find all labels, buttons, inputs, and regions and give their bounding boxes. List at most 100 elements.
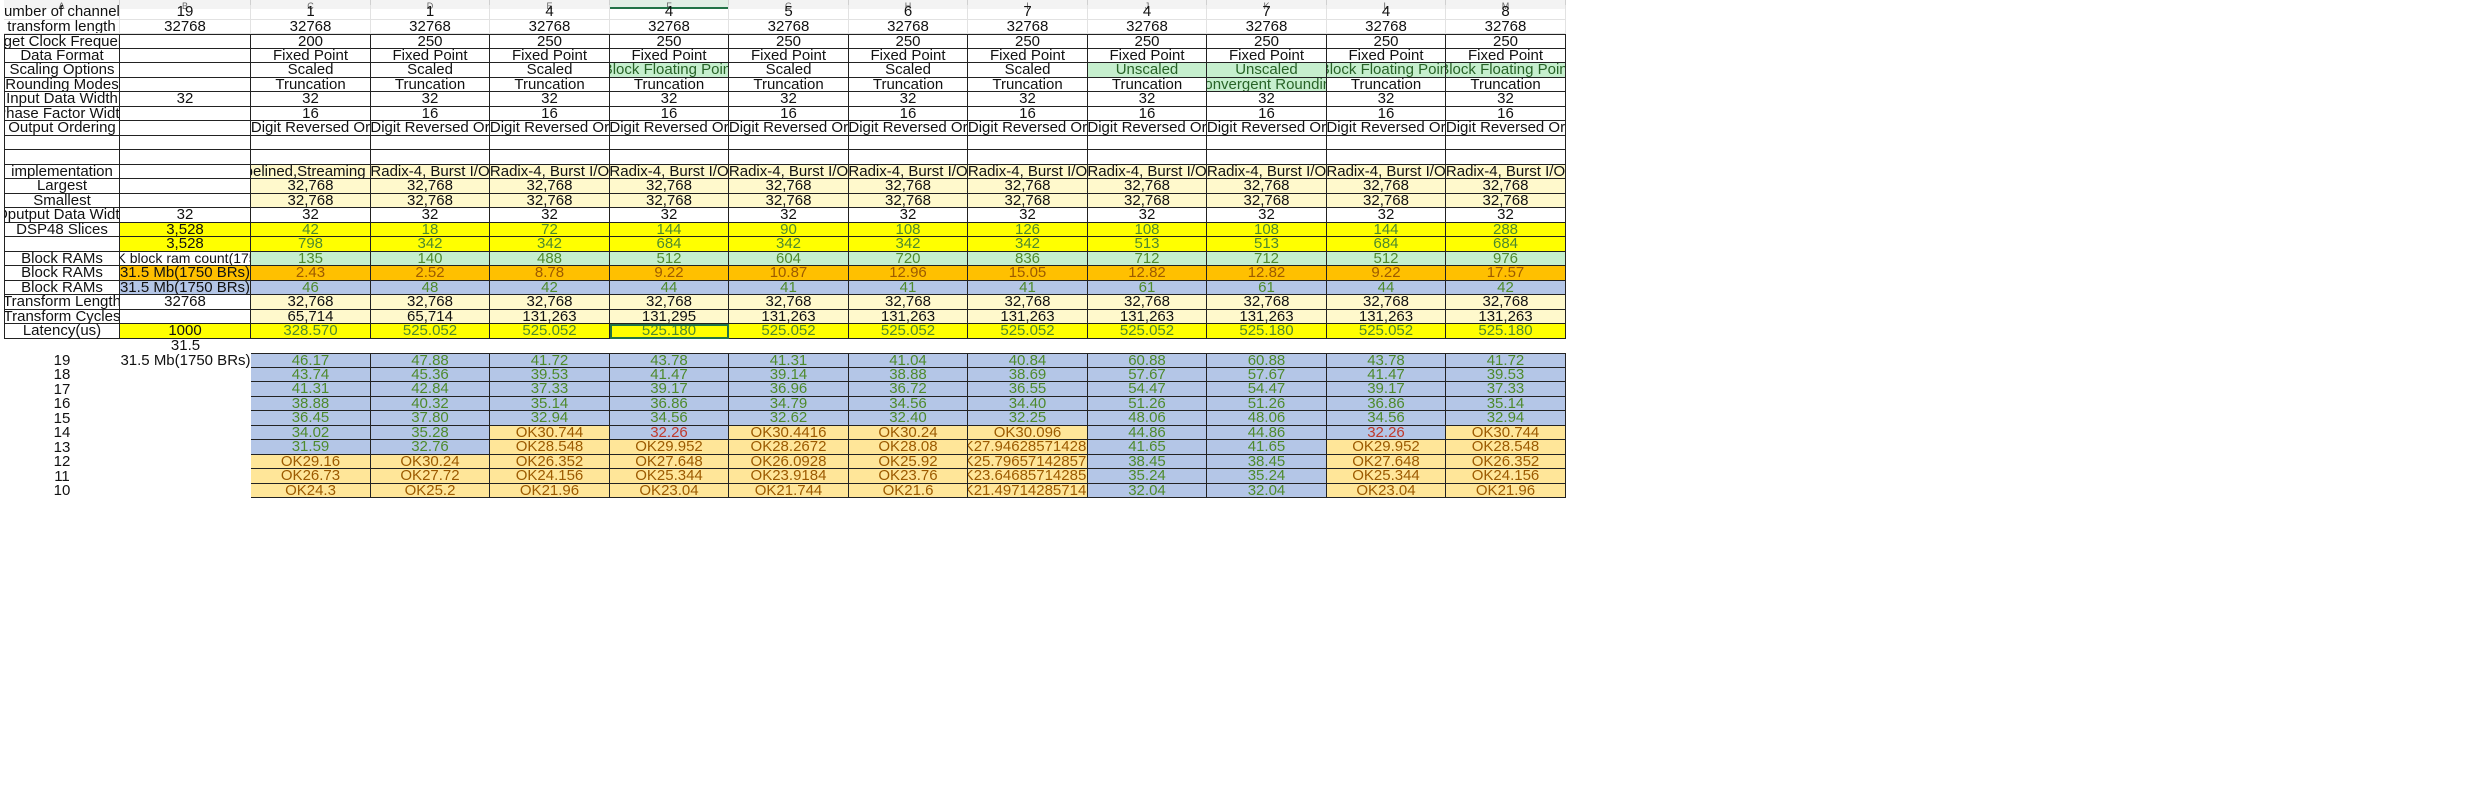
data-cell[interactable]: 32,768 xyxy=(1207,179,1327,194)
data-cell[interactable] xyxy=(729,150,849,165)
data-cell[interactable]: 37.33 xyxy=(490,382,610,397)
b-column-cell[interactable] xyxy=(120,34,251,49)
column-header-k[interactable]: K xyxy=(1207,0,1327,9)
data-cell[interactable]: OK25.92 xyxy=(849,454,968,469)
data-cell[interactable]: 36.96 xyxy=(729,382,849,397)
column-header-m[interactable]: M xyxy=(1446,0,1566,9)
data-cell[interactable]: 42 xyxy=(1446,280,1566,295)
data-cell[interactable]: 36.72 xyxy=(849,382,968,397)
data-cell[interactable]: Scaled xyxy=(968,63,1088,78)
data-cell[interactable]: Unscaled xyxy=(1207,63,1327,78)
data-cell[interactable]: 36.55 xyxy=(968,382,1088,397)
data-cell[interactable]: 250 xyxy=(1327,34,1446,49)
data-cell[interactable]: 32.26 xyxy=(610,425,729,440)
data-cell[interactable] xyxy=(968,135,1088,150)
data-cell[interactable]: Truncation xyxy=(490,77,610,92)
data-cell[interactable]: Bit/Digit Reversed Order xyxy=(849,121,968,136)
data-cell[interactable]: 342 xyxy=(490,237,610,252)
data-cell[interactable]: 41 xyxy=(849,280,968,295)
data-cell[interactable]: 36.86 xyxy=(610,396,729,411)
b-column-cell[interactable]: 3,528 xyxy=(120,222,251,237)
b-column-cell[interactable] xyxy=(120,179,251,194)
b-column-cell[interactable]: 31.5 Mb(1750 BRs) xyxy=(120,280,251,295)
b-column-cell[interactable] xyxy=(120,164,251,179)
data-cell[interactable] xyxy=(251,339,371,354)
data-cell[interactable]: 41.04 xyxy=(849,353,968,368)
data-cell[interactable]: 131,263 xyxy=(1088,309,1207,324)
data-cell[interactable]: 32,768 xyxy=(610,295,729,310)
data-cell[interactable]: 525.052 xyxy=(968,324,1088,339)
b-column-cell[interactable] xyxy=(120,484,251,499)
data-cell[interactable]: 41 xyxy=(729,280,849,295)
data-cell[interactable] xyxy=(1088,150,1207,165)
data-cell[interactable]: 32,768 xyxy=(849,295,968,310)
data-cell[interactable]: 39.17 xyxy=(1327,382,1446,397)
b-column-cell[interactable]: 31.5 Mb(1750 BRs) xyxy=(120,266,251,281)
data-cell[interactable]: 1 xyxy=(371,5,490,20)
data-cell[interactable]: 16 xyxy=(1207,106,1327,121)
data-cell[interactable]: 44.86 xyxy=(1088,425,1207,440)
data-cell[interactable]: 32768 xyxy=(1088,19,1207,34)
data-cell[interactable]: 250 xyxy=(1207,34,1327,49)
data-cell[interactable]: 42.84 xyxy=(371,382,490,397)
column-header-f[interactable]: F xyxy=(610,0,729,9)
data-cell[interactable]: 16 xyxy=(251,106,371,121)
column-header-b[interactable]: B xyxy=(120,0,251,9)
data-cell[interactable]: 48 xyxy=(371,280,490,295)
data-cell[interactable]: 41.47 xyxy=(1327,367,1446,382)
data-cell[interactable]: 7 xyxy=(1207,5,1327,20)
data-cell[interactable]: 108 xyxy=(1207,222,1327,237)
data-cell[interactable]: 32,768 xyxy=(849,193,968,208)
data-cell[interactable]: 35.14 xyxy=(1446,396,1566,411)
data-cell[interactable]: 250 xyxy=(610,34,729,49)
b-column-cell[interactable]: 19 xyxy=(120,5,251,20)
row-label-cell[interactable]: 13 xyxy=(53,440,71,455)
data-cell[interactable]: 57.67 xyxy=(1207,367,1327,382)
data-cell[interactable]: 54.47 xyxy=(1088,382,1207,397)
b-column-cell[interactable] xyxy=(120,63,251,78)
b-column-cell[interactable] xyxy=(120,426,251,441)
data-cell[interactable]: 512 xyxy=(610,251,729,266)
data-cell[interactable]: 60.88 xyxy=(1207,353,1327,368)
data-cell[interactable]: 250 xyxy=(1088,34,1207,49)
data-cell[interactable]: OK30.4416 xyxy=(729,425,849,440)
data-cell[interactable]: 44 xyxy=(610,280,729,295)
data-cell[interactable]: OK21.96 xyxy=(1446,483,1566,498)
data-cell[interactable]: 32768 xyxy=(849,19,968,34)
data-cell[interactable]: Scaled xyxy=(849,63,968,78)
data-cell[interactable]: 35.14 xyxy=(490,396,610,411)
data-cell[interactable]: 36.86 xyxy=(1327,396,1446,411)
data-cell[interactable]: 43.78 xyxy=(1327,353,1446,368)
data-cell[interactable]: Radix-4, Burst I/O xyxy=(490,164,610,179)
data-cell[interactable]: 131,295 xyxy=(610,309,729,324)
data-cell[interactable]: 32,768 xyxy=(968,193,1088,208)
data-cell[interactable]: 32768 xyxy=(1327,19,1446,34)
data-cell[interactable]: Fixed Point xyxy=(371,48,490,63)
data-cell[interactable]: 32,768 xyxy=(490,179,610,194)
data-cell[interactable]: 48.06 xyxy=(1088,411,1207,426)
data-cell[interactable]: 32 xyxy=(729,92,849,107)
data-cell[interactable]: OK24.3 xyxy=(251,483,371,498)
row-label-cell[interactable]: Oputput Data Width xyxy=(4,208,120,223)
b-column-cell[interactable]: 31.5 Mb(1750 BRs) xyxy=(120,353,251,368)
data-cell[interactable]: 16 xyxy=(610,106,729,121)
data-cell[interactable]: OK26.73 xyxy=(251,469,371,484)
data-cell[interactable]: 684 xyxy=(610,237,729,252)
data-cell[interactable] xyxy=(1088,135,1207,150)
data-cell[interactable] xyxy=(849,135,968,150)
data-cell[interactable]: 131,263 xyxy=(849,309,968,324)
row-label-cell[interactable]: Smallest xyxy=(4,193,120,208)
data-cell[interactable]: 32,768 xyxy=(610,193,729,208)
data-cell[interactable]: Radix-4, Burst I/O xyxy=(729,164,849,179)
data-cell[interactable]: Convergent Rounding xyxy=(1207,77,1327,92)
data-cell[interactable]: 9.22 xyxy=(610,266,729,281)
data-cell[interactable]: 44 xyxy=(1327,280,1446,295)
data-cell[interactable]: OK23.04 xyxy=(1327,483,1446,498)
data-cell[interactable]: 32.94 xyxy=(490,411,610,426)
data-cell[interactable] xyxy=(490,150,610,165)
data-cell[interactable]: 32,768 xyxy=(1207,193,1327,208)
data-cell[interactable]: OK30.744 xyxy=(490,425,610,440)
data-cell[interactable]: Truncation xyxy=(849,77,968,92)
data-cell[interactable]: Radix-4, Burst I/O xyxy=(1088,164,1207,179)
data-cell[interactable]: Radix-4, Burst I/O xyxy=(371,164,490,179)
